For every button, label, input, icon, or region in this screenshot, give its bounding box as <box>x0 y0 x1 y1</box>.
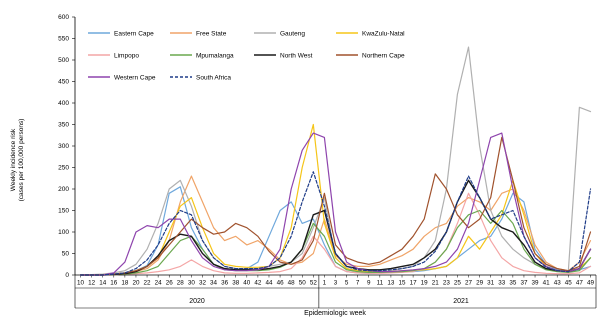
series-line-limpopo <box>79 192 592 276</box>
y-tick-label: 400 <box>58 100 69 107</box>
x-tick-label: 35 <box>509 280 517 287</box>
y-tick-label: 550 <box>58 36 69 43</box>
legend-item: Free State <box>170 30 227 37</box>
legend-item: Gauteng <box>254 30 305 37</box>
x-tick-label: 20 <box>132 280 140 287</box>
x-tick-label: 7 <box>356 280 360 287</box>
x-tick-label: 30 <box>188 280 196 287</box>
x-tick-label: 23 <box>443 280 451 287</box>
legend-item: Mpumalanga <box>170 52 234 59</box>
legend-label: KwaZulu-Natal <box>362 30 405 37</box>
y-axis-label-line2: (cases per 100,000 persons) <box>18 119 25 202</box>
legend: Eastern Cape Free State Gauteng KwaZulu-Nat… <box>88 30 405 81</box>
x-tick-label: 14 <box>99 280 107 287</box>
y-tick-label: 350 <box>58 122 69 129</box>
x-tick-label: 31 <box>487 280 495 287</box>
x-tick-label: 22 <box>144 280 152 287</box>
legend-item: Northern Cape <box>336 52 405 59</box>
legend-item: North West <box>254 52 313 59</box>
x-tick-label: 33 <box>498 280 506 287</box>
x-tick-label: 5 <box>345 280 349 287</box>
series-line-western-cape <box>79 132 592 276</box>
x-tick-label: 49 <box>587 280 595 287</box>
series-line-kwazulu-natal <box>79 123 592 276</box>
x-tick-label: 27 <box>465 280 473 287</box>
x-tick-label: 24 <box>155 280 163 287</box>
x-axis: 10 12 14 16 18 20 22 24 26 28 30 32 34 36 38 40 42 44 46 48… <box>74 274 597 309</box>
series-line-south-africa <box>79 171 592 276</box>
x-tick-label: 52 <box>310 280 318 287</box>
x-tick-label: 39 <box>532 280 540 287</box>
legend-item: Eastern Cape <box>88 30 154 37</box>
y-axis-label-line1: Weekly incidence risk <box>10 128 17 191</box>
legend-label: Western Cape <box>114 74 156 81</box>
y-tick-label: 50 <box>62 251 70 258</box>
x-tick-label: 45 <box>565 280 573 287</box>
x-tick-label: 12 <box>88 280 96 287</box>
legend-item: Limpopo <box>88 52 139 59</box>
x-tick-label: 40 <box>243 280 251 287</box>
x-tick-label: 44 <box>265 280 273 287</box>
x-tick-label: 50 <box>299 280 307 287</box>
legend-label: Limpopo <box>114 52 139 59</box>
x-tick-label: 3 <box>334 280 338 287</box>
y-tick-label: 0 <box>65 272 69 279</box>
legend-label: Eastern Cape <box>114 30 154 37</box>
x-tick-label: 18 <box>121 280 129 287</box>
x-tick-label: 32 <box>199 280 207 287</box>
x-tick-label: 34 <box>210 280 218 287</box>
x-tick-label: 1 <box>323 280 327 287</box>
legend-label: Free State <box>196 30 227 37</box>
legend-item: Western Cape <box>88 74 156 81</box>
series-line-gauteng <box>79 46 592 276</box>
x-tick-label: 9 <box>367 280 371 287</box>
legend-item: KwaZulu-Natal <box>336 30 405 37</box>
x-tick-label: 42 <box>254 280 262 287</box>
x-tick-label: 10 <box>77 280 85 287</box>
x-tick-label: 28 <box>177 280 185 287</box>
y-tick-label: 100 <box>58 229 69 236</box>
x-tick-label: 43 <box>554 280 562 287</box>
legend-label: Northern Cape <box>362 52 405 59</box>
legend-label: Gauteng <box>280 30 305 37</box>
y-tick-label: 200 <box>58 186 69 193</box>
x-tick-label: 36 <box>221 280 229 287</box>
x-tick-label: 15 <box>399 280 407 287</box>
x-tick-label: 47 <box>576 280 584 287</box>
x-tick-label: 17 <box>410 280 418 287</box>
legend-label: South Africa <box>196 74 231 81</box>
y-tick-label: 500 <box>58 57 69 64</box>
series-line-mpumalanga <box>79 209 592 276</box>
legend-label: North West <box>280 52 313 59</box>
x-tick-label: 21 <box>432 280 440 287</box>
x-axis-title: Epidemiologic week <box>304 310 366 317</box>
x-tick-label: 29 <box>476 280 484 287</box>
legend-item: South Africa <box>170 74 231 81</box>
x-tick-label: 19 <box>421 280 429 287</box>
year-label-2020: 2020 <box>189 298 205 305</box>
legend-label: Mpumalanga <box>196 52 234 59</box>
y-axis: 0 50 100 150 200 250 300 350 400 450 500 550 600 <box>58 14 76 279</box>
y-tick-label: 600 <box>58 14 69 21</box>
series-layer <box>79 46 592 276</box>
y-tick-label: 450 <box>58 79 69 86</box>
y-tick-label: 300 <box>58 143 69 150</box>
x-tick-label: 46 <box>277 280 285 287</box>
x-tick-label: 48 <box>288 280 296 287</box>
x-tick-label: 38 <box>232 280 240 287</box>
x-tick-label: 26 <box>166 280 174 287</box>
x-tick-label: 11 <box>377 280 384 287</box>
x-tick-label: 25 <box>454 280 462 287</box>
x-tick-label: 16 <box>110 280 118 287</box>
x-tick-label: 41 <box>543 280 551 287</box>
y-tick-label: 150 <box>58 208 69 215</box>
year-label-2021: 2021 <box>453 298 469 305</box>
y-tick-label: 250 <box>58 165 69 172</box>
x-tick-label: 13 <box>387 280 395 287</box>
x-tick-label: 37 <box>520 280 528 287</box>
